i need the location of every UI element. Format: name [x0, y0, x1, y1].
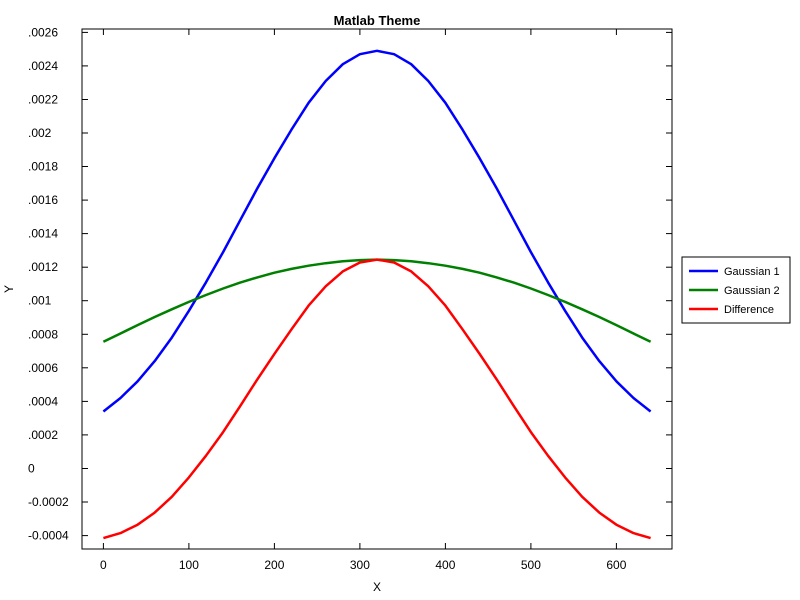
- x-tick-label: 0: [100, 558, 107, 572]
- y-tick-label: -0.0004: [28, 529, 69, 543]
- y-tick-label: .0006: [28, 361, 58, 375]
- series-line-gaussian-2: [102, 258, 652, 343]
- chart-title: Matlab Theme: [334, 13, 421, 28]
- y-tick-label: .0002: [28, 428, 58, 442]
- y-tick-label: .001: [28, 294, 52, 308]
- x-tick-label: 200: [264, 558, 284, 572]
- legend-label-gaussian-1: Gaussian 1: [724, 266, 780, 278]
- x-tick-label: 500: [521, 558, 541, 572]
- legend: Gaussian 1 Gaussian 2 Difference: [681, 256, 791, 324]
- y-tick-label: .0012: [28, 260, 58, 274]
- x-tick-label: 100: [179, 558, 199, 572]
- x-axis-label: X: [373, 580, 381, 594]
- y-tick-label: 0: [28, 462, 35, 476]
- y-axis-label: Y: [2, 285, 16, 293]
- plot-frame: [81, 28, 673, 550]
- y-tick-label: .0026: [28, 25, 58, 39]
- y-tick-label: .0016: [28, 193, 58, 207]
- legend-label-difference: Difference: [724, 304, 774, 316]
- y-tick-label: .0014: [28, 227, 58, 241]
- series-line-difference: [103, 258, 651, 540]
- y-tick-label: .0018: [28, 160, 58, 174]
- legend-label-gaussian-2: Gaussian 2: [724, 285, 780, 297]
- y-tick-label: -0.0002: [28, 495, 69, 509]
- y-tick-label: .0004: [28, 394, 58, 408]
- x-tick-label: 300: [350, 558, 370, 572]
- series-layer: [102, 49, 652, 540]
- y-tick-label: .0008: [28, 327, 58, 341]
- y-tick-label: .002: [28, 126, 52, 140]
- x-tick-label: 600: [606, 558, 626, 572]
- ticks-layer: 0 100 200 300 400 500 600 -0.0004 -0.0002 0 .0002.…: [28, 25, 672, 572]
- x-tick-label: 400: [435, 558, 455, 572]
- y-tick-label: .0024: [28, 59, 58, 73]
- series-line-gaussian-1: [102, 49, 652, 413]
- y-tick-label: .0022: [28, 93, 58, 107]
